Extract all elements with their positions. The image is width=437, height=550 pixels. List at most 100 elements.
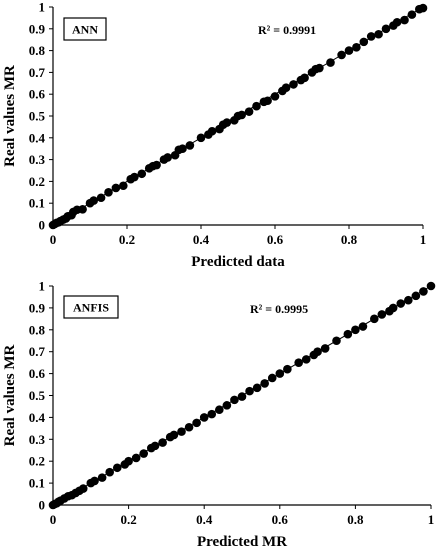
data-point (337, 50, 346, 60)
y-axis-label: Real values MR (2, 65, 18, 167)
r-squared-label: R² = 0.9995 (250, 302, 308, 316)
data-point (320, 344, 330, 353)
data-point (332, 336, 341, 346)
data-point (270, 92, 280, 101)
y-tick-label: 1 (39, 279, 46, 294)
data-point (352, 43, 361, 52)
data-point (131, 453, 141, 463)
data-point (301, 355, 311, 364)
data-point (381, 24, 391, 34)
data-point (196, 133, 206, 143)
data-point (119, 181, 128, 191)
data-point (245, 386, 254, 396)
data-point (426, 281, 436, 291)
data-point (137, 169, 147, 179)
data-point (263, 96, 272, 106)
data-point (252, 383, 262, 393)
data-point (315, 63, 324, 73)
y-tick-label: 0.3 (29, 432, 46, 447)
data-point (169, 430, 179, 440)
data-point (275, 369, 285, 378)
data-point (281, 83, 291, 92)
y-tick-label: 0.7 (29, 65, 46, 80)
data-point (392, 17, 402, 27)
data-point (358, 322, 368, 331)
data-point (260, 379, 269, 388)
x-axis-label: Predicted MR (197, 534, 287, 550)
y-tick-label: 0.4 (29, 410, 46, 425)
x-axis-label: Predicted data (191, 254, 285, 270)
y-tick-label: 0.9 (29, 21, 46, 36)
data-point (300, 73, 309, 83)
y-tick-label: 0.8 (29, 322, 46, 337)
data-point (237, 110, 246, 120)
data-point (411, 291, 421, 301)
data-point (366, 32, 376, 41)
data-point (207, 409, 217, 419)
chart-panel-ann: 0 0.1 0.2 0.3 0.4 0.5 0.6 0.7 0.8 0.9 1 0 0.2 0.4 0.6 0… (2, 0, 428, 270)
x-tick-label: 0.2 (120, 512, 136, 527)
model-label: ANFIS (73, 301, 109, 315)
data-point (289, 80, 298, 89)
data-point (400, 15, 409, 25)
x-tick-label: 0.4 (196, 512, 213, 527)
data-point (130, 172, 139, 182)
data-point (222, 401, 232, 410)
data-point (139, 449, 149, 458)
data-point (112, 463, 122, 473)
x-tick-label: 0 (50, 232, 57, 247)
x-tick-label: 0.6 (267, 232, 284, 247)
data-point (230, 395, 239, 405)
data-point (294, 358, 304, 367)
x-tick-label: 0.6 (272, 512, 289, 527)
y-tick-label: 1 (39, 0, 46, 15)
data-point (97, 473, 107, 482)
data-point (359, 37, 369, 47)
x-tick-label: 0.4 (193, 232, 210, 247)
r-squared-label: R² = 0.9991 (258, 23, 316, 37)
data-point (96, 193, 106, 203)
data-point (111, 183, 121, 193)
data-point (124, 456, 133, 466)
y-tick-label: 0.1 (29, 476, 45, 491)
data-point (163, 153, 172, 162)
data-point (344, 46, 354, 55)
y-tick-label: 0.7 (29, 344, 46, 359)
data-point (105, 467, 114, 477)
data-point (178, 144, 187, 153)
y-tick-label: 0.9 (29, 300, 46, 315)
data-point (78, 205, 87, 214)
y-tick-label: 0.5 (29, 388, 46, 403)
data-point (326, 58, 335, 67)
x-tick-label: 0 (50, 512, 57, 527)
data-point (404, 295, 413, 305)
x-tick-label: 1 (420, 232, 427, 247)
data-point (222, 118, 232, 127)
data-point (283, 364, 292, 374)
data-point (407, 10, 417, 19)
y-tick-label: 0.1 (29, 196, 45, 211)
data-point (150, 441, 160, 451)
data-point (343, 329, 353, 339)
data-point (418, 3, 428, 13)
data-point (267, 373, 277, 383)
y-tick-label: 0.6 (29, 366, 46, 381)
y-axis-label: Real values MR (2, 345, 18, 447)
y-tick-label: 0.4 (29, 130, 46, 145)
y-tick-label: 0.5 (29, 109, 46, 124)
data-point (90, 476, 99, 486)
y-tick-label: 0 (39, 498, 46, 513)
data-point (237, 392, 247, 401)
data-point (185, 141, 195, 150)
data-point (377, 310, 387, 319)
data-point (313, 347, 322, 357)
model-label: ANN (72, 23, 98, 37)
y-tick-label: 0 (39, 218, 46, 233)
y-tick-label: 0.3 (29, 152, 46, 167)
x-tick-label: 0.8 (341, 232, 358, 247)
y-tick-label: 0.2 (29, 174, 45, 189)
chart-panel-anfis: 0 0.1 0.2 0.3 0.4 0.5 0.6 0.7 0.8 0.9 1 0 0.2 0.4 0.6 0… (2, 279, 436, 550)
data-point (158, 438, 167, 447)
data-point (177, 427, 186, 436)
data-point (184, 422, 194, 432)
